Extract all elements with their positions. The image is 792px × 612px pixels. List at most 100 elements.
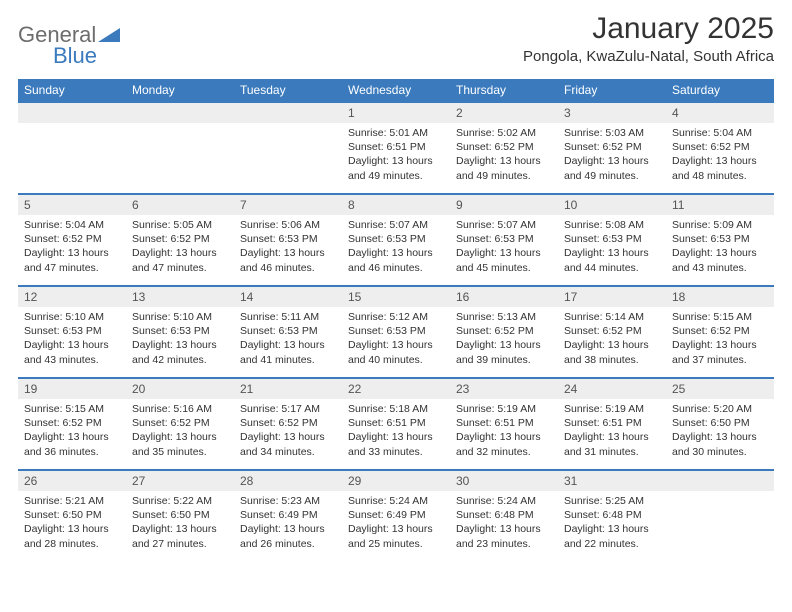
calendar-day-cell: 31Sunrise: 5:25 AMSunset: 6:48 PMDayligh…: [558, 469, 666, 561]
calendar-day-cell: 20Sunrise: 5:16 AMSunset: 6:52 PMDayligh…: [126, 377, 234, 469]
daylight-text: Daylight: 13 hours and 32 minutes.: [456, 430, 552, 458]
sunset-text: Sunset: 6:51 PM: [456, 416, 552, 430]
day-number: 18: [666, 285, 774, 307]
day-details: Sunrise: 5:23 AMSunset: 6:49 PMDaylight:…: [234, 491, 342, 561]
day-details: Sunrise: 5:17 AMSunset: 6:52 PMDaylight:…: [234, 399, 342, 469]
day-number: 10: [558, 193, 666, 215]
weekday-header: Friday: [558, 79, 666, 101]
daylight-text: Daylight: 13 hours and 47 minutes.: [132, 246, 228, 274]
day-number: 2: [450, 101, 558, 123]
calendar-day-cell: 29Sunrise: 5:24 AMSunset: 6:49 PMDayligh…: [342, 469, 450, 561]
calendar-week-row: 1Sunrise: 5:01 AMSunset: 6:51 PMDaylight…: [18, 101, 774, 193]
day-details: Sunrise: 5:25 AMSunset: 6:48 PMDaylight:…: [558, 491, 666, 561]
day-number: 12: [18, 285, 126, 307]
calendar-day-cell: 7Sunrise: 5:06 AMSunset: 6:53 PMDaylight…: [234, 193, 342, 285]
sunset-text: Sunset: 6:53 PM: [240, 232, 336, 246]
calendar-day-cell: 26Sunrise: 5:21 AMSunset: 6:50 PMDayligh…: [18, 469, 126, 561]
day-number: 28: [234, 469, 342, 491]
calendar-body: 1Sunrise: 5:01 AMSunset: 6:51 PMDaylight…: [18, 101, 774, 561]
sunrise-text: Sunrise: 5:15 AM: [24, 402, 120, 416]
day-details: Sunrise: 5:09 AMSunset: 6:53 PMDaylight:…: [666, 215, 774, 285]
calendar-day-cell: [234, 101, 342, 193]
daylight-text: Daylight: 13 hours and 33 minutes.: [348, 430, 444, 458]
sunset-text: Sunset: 6:52 PM: [456, 140, 552, 154]
day-details: Sunrise: 5:05 AMSunset: 6:52 PMDaylight:…: [126, 215, 234, 285]
week-header-row: Sunday Monday Tuesday Wednesday Thursday…: [18, 79, 774, 101]
day-details: Sunrise: 5:10 AMSunset: 6:53 PMDaylight:…: [18, 307, 126, 377]
sunset-text: Sunset: 6:52 PM: [564, 140, 660, 154]
day-number: 6: [126, 193, 234, 215]
daylight-text: Daylight: 13 hours and 48 minutes.: [672, 154, 768, 182]
day-number: 22: [342, 377, 450, 399]
sunset-text: Sunset: 6:52 PM: [672, 324, 768, 338]
day-details: Sunrise: 5:07 AMSunset: 6:53 PMDaylight:…: [450, 215, 558, 285]
day-details: Sunrise: 5:14 AMSunset: 6:52 PMDaylight:…: [558, 307, 666, 377]
sunrise-text: Sunrise: 5:20 AM: [672, 402, 768, 416]
day-details: [18, 123, 126, 193]
day-details: Sunrise: 5:21 AMSunset: 6:50 PMDaylight:…: [18, 491, 126, 561]
sunset-text: Sunset: 6:50 PM: [132, 508, 228, 522]
sunrise-text: Sunrise: 5:07 AM: [348, 218, 444, 232]
day-details: Sunrise: 5:06 AMSunset: 6:53 PMDaylight:…: [234, 215, 342, 285]
day-number: 8: [342, 193, 450, 215]
day-number: 24: [558, 377, 666, 399]
day-number: 23: [450, 377, 558, 399]
calendar-day-cell: 2Sunrise: 5:02 AMSunset: 6:52 PMDaylight…: [450, 101, 558, 193]
sunset-text: Sunset: 6:53 PM: [240, 324, 336, 338]
sunset-text: Sunset: 6:53 PM: [564, 232, 660, 246]
sunrise-text: Sunrise: 5:25 AM: [564, 494, 660, 508]
weekday-header: Sunday: [18, 79, 126, 101]
sunrise-text: Sunrise: 5:23 AM: [240, 494, 336, 508]
calendar-day-cell: 22Sunrise: 5:18 AMSunset: 6:51 PMDayligh…: [342, 377, 450, 469]
day-number: 17: [558, 285, 666, 307]
brand-triangle-icon: [98, 28, 120, 42]
daylight-text: Daylight: 13 hours and 34 minutes.: [240, 430, 336, 458]
sunrise-text: Sunrise: 5:10 AM: [132, 310, 228, 324]
sunrise-text: Sunrise: 5:04 AM: [24, 218, 120, 232]
day-details: Sunrise: 5:11 AMSunset: 6:53 PMDaylight:…: [234, 307, 342, 377]
sunrise-text: Sunrise: 5:12 AM: [348, 310, 444, 324]
daylight-text: Daylight: 13 hours and 43 minutes.: [672, 246, 768, 274]
daylight-text: Daylight: 13 hours and 31 minutes.: [564, 430, 660, 458]
sunset-text: Sunset: 6:50 PM: [672, 416, 768, 430]
day-details: Sunrise: 5:18 AMSunset: 6:51 PMDaylight:…: [342, 399, 450, 469]
sunrise-text: Sunrise: 5:19 AM: [456, 402, 552, 416]
day-details: Sunrise: 5:10 AMSunset: 6:53 PMDaylight:…: [126, 307, 234, 377]
sunset-text: Sunset: 6:50 PM: [24, 508, 120, 522]
day-details: Sunrise: 5:22 AMSunset: 6:50 PMDaylight:…: [126, 491, 234, 561]
calendar-day-cell: 24Sunrise: 5:19 AMSunset: 6:51 PMDayligh…: [558, 377, 666, 469]
calendar-day-cell: 14Sunrise: 5:11 AMSunset: 6:53 PMDayligh…: [234, 285, 342, 377]
sunset-text: Sunset: 6:51 PM: [348, 416, 444, 430]
day-number: 19: [18, 377, 126, 399]
day-number: [666, 469, 774, 491]
day-number: 3: [558, 101, 666, 123]
sunrise-text: Sunrise: 5:09 AM: [672, 218, 768, 232]
sunrise-text: Sunrise: 5:07 AM: [456, 218, 552, 232]
day-details: Sunrise: 5:19 AMSunset: 6:51 PMDaylight:…: [558, 399, 666, 469]
calendar-week-row: 26Sunrise: 5:21 AMSunset: 6:50 PMDayligh…: [18, 469, 774, 561]
daylight-text: Daylight: 13 hours and 26 minutes.: [240, 522, 336, 550]
day-details: Sunrise: 5:08 AMSunset: 6:53 PMDaylight:…: [558, 215, 666, 285]
daylight-text: Daylight: 13 hours and 47 minutes.: [24, 246, 120, 274]
calendar-day-cell: 18Sunrise: 5:15 AMSunset: 6:52 PMDayligh…: [666, 285, 774, 377]
sunrise-text: Sunrise: 5:11 AM: [240, 310, 336, 324]
sunset-text: Sunset: 6:48 PM: [456, 508, 552, 522]
sunrise-text: Sunrise: 5:13 AM: [456, 310, 552, 324]
daylight-text: Daylight: 13 hours and 49 minutes.: [456, 154, 552, 182]
sunrise-text: Sunrise: 5:14 AM: [564, 310, 660, 324]
calendar-day-cell: 30Sunrise: 5:24 AMSunset: 6:48 PMDayligh…: [450, 469, 558, 561]
sunset-text: Sunset: 6:52 PM: [672, 140, 768, 154]
daylight-text: Daylight: 13 hours and 45 minutes.: [456, 246, 552, 274]
sunset-text: Sunset: 6:49 PM: [348, 508, 444, 522]
daylight-text: Daylight: 13 hours and 30 minutes.: [672, 430, 768, 458]
sunset-text: Sunset: 6:53 PM: [456, 232, 552, 246]
calendar-day-cell: 8Sunrise: 5:07 AMSunset: 6:53 PMDaylight…: [342, 193, 450, 285]
sunrise-text: Sunrise: 5:08 AM: [564, 218, 660, 232]
day-details: Sunrise: 5:01 AMSunset: 6:51 PMDaylight:…: [342, 123, 450, 193]
day-number: 30: [450, 469, 558, 491]
sunset-text: Sunset: 6:49 PM: [240, 508, 336, 522]
sunrise-text: Sunrise: 5:01 AM: [348, 126, 444, 140]
calendar-day-cell: 10Sunrise: 5:08 AMSunset: 6:53 PMDayligh…: [558, 193, 666, 285]
sunset-text: Sunset: 6:52 PM: [564, 324, 660, 338]
day-details: Sunrise: 5:24 AMSunset: 6:49 PMDaylight:…: [342, 491, 450, 561]
